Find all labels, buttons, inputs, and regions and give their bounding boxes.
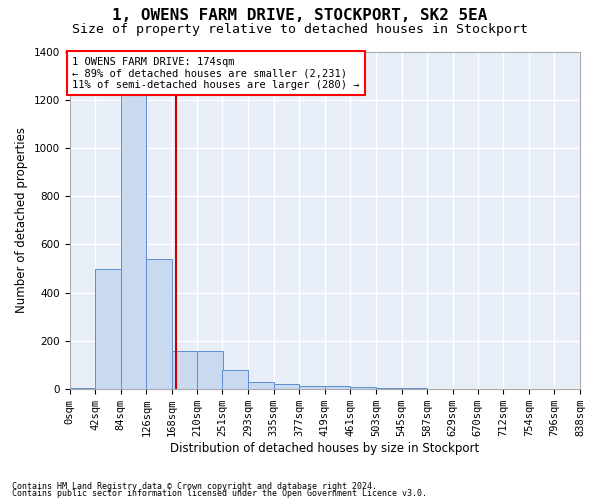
Bar (325, 386, 350, 389)
Bar (70, 388, 95, 389)
Bar (197, 350, 223, 389)
Bar (223, 370, 248, 389)
Text: 1 OWENS FARM DRIVE: 174sqm
← 89% of detached houses are smaller (2,231)
11% of s: 1 OWENS FARM DRIVE: 174sqm ← 89% of deta… (72, 56, 359, 90)
Text: Contains public sector information licensed under the Open Government Licence v3: Contains public sector information licen… (12, 489, 427, 498)
Text: 1, OWENS FARM DRIVE, STOCKPORT, SK2 5EA: 1, OWENS FARM DRIVE, STOCKPORT, SK2 5EA (112, 8, 488, 22)
Bar (121, 92, 146, 389)
Bar (350, 387, 376, 389)
Bar (146, 259, 172, 389)
Y-axis label: Number of detached properties: Number of detached properties (15, 128, 28, 314)
Bar (248, 382, 274, 389)
Bar (274, 384, 299, 389)
Bar (376, 388, 401, 389)
Bar (172, 350, 197, 389)
Bar (401, 388, 427, 389)
Text: Contains HM Land Registry data © Crown copyright and database right 2024.: Contains HM Land Registry data © Crown c… (12, 482, 377, 491)
Bar (299, 386, 325, 389)
X-axis label: Distribution of detached houses by size in Stockport: Distribution of detached houses by size … (170, 442, 479, 455)
Text: Size of property relative to detached houses in Stockport: Size of property relative to detached ho… (72, 22, 528, 36)
Bar (95, 268, 121, 389)
